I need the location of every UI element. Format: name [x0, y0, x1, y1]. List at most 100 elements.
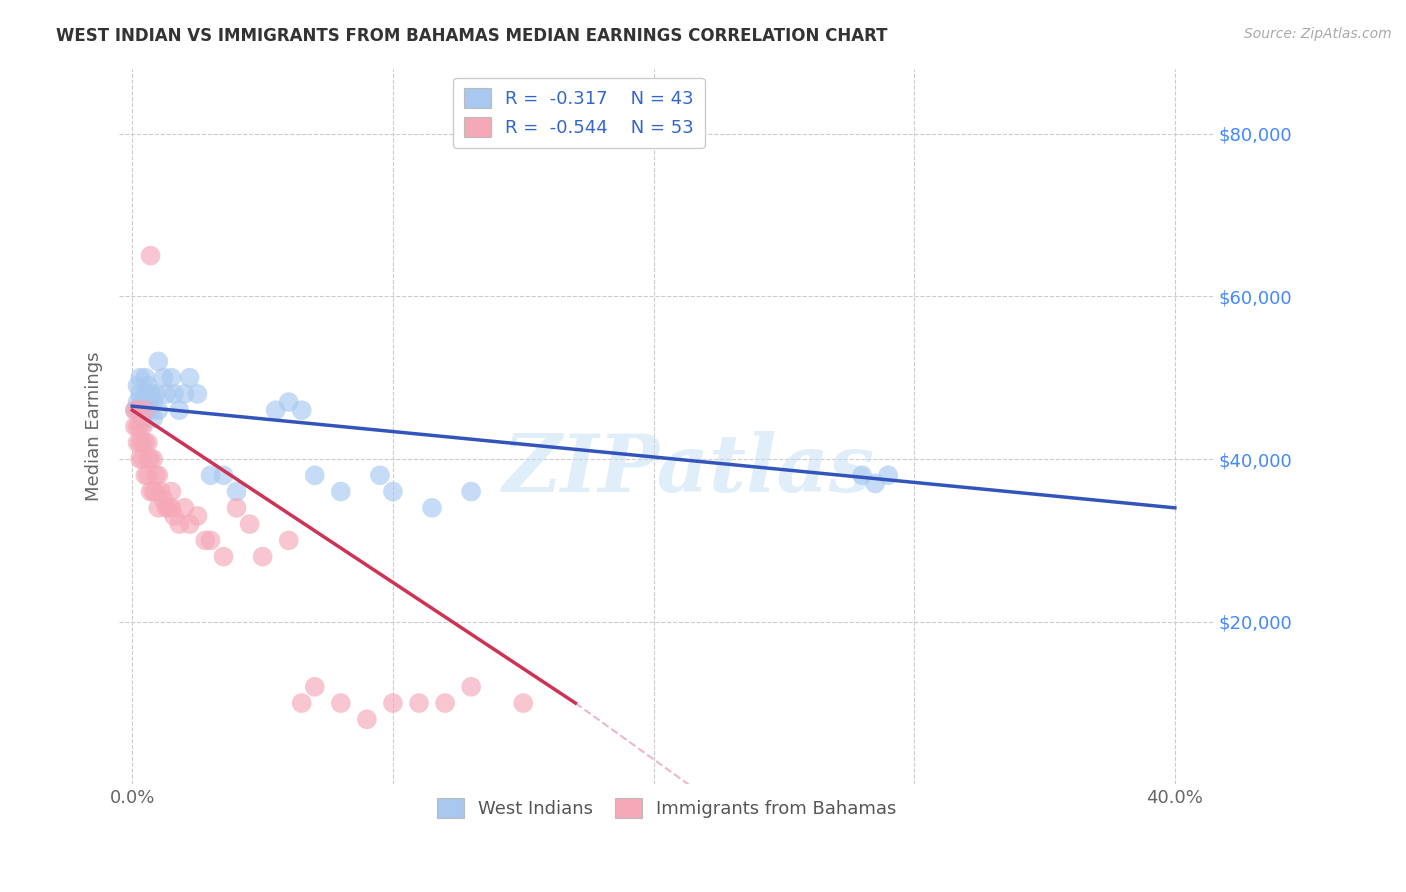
Point [132, 395, 155, 409]
Point [129, 387, 152, 401]
Text: ZIPatlas: ZIPatlas [502, 431, 875, 508]
Point [368, 468, 391, 483]
Point [212, 468, 235, 483]
Point [129, 419, 152, 434]
Point [434, 696, 457, 710]
Point [173, 387, 195, 401]
Point [512, 696, 534, 710]
Point [186, 508, 208, 523]
Point [155, 387, 177, 401]
Point [460, 680, 482, 694]
Point [134, 403, 156, 417]
Point [136, 395, 159, 409]
Point [127, 379, 149, 393]
Point [136, 468, 159, 483]
Point [132, 452, 155, 467]
Point [277, 533, 299, 548]
Point [179, 370, 201, 384]
Point [127, 403, 149, 417]
Point [194, 533, 217, 548]
Point [291, 696, 314, 710]
Point [129, 370, 152, 384]
Point [152, 370, 174, 384]
Point [124, 403, 146, 417]
Point [155, 500, 177, 515]
Point [160, 484, 183, 499]
Point [304, 468, 326, 483]
Point [129, 403, 152, 417]
Point [134, 468, 156, 483]
Point [139, 484, 162, 499]
Point [160, 500, 183, 515]
Point [200, 468, 222, 483]
Point [329, 484, 352, 499]
Point [212, 549, 235, 564]
Point [163, 508, 186, 523]
Point [179, 517, 201, 532]
Point [163, 387, 186, 401]
Point [129, 452, 152, 467]
Point [134, 435, 156, 450]
Point [139, 403, 162, 417]
Point [157, 500, 180, 515]
Point [291, 403, 314, 417]
Point [142, 452, 165, 467]
Point [132, 435, 155, 450]
Point [129, 435, 152, 450]
Point [225, 500, 247, 515]
Point [277, 395, 299, 409]
Text: WEST INDIAN VS IMMIGRANTS FROM BAHAMAS MEDIAN EARNINGS CORRELATION CHART: WEST INDIAN VS IMMIGRANTS FROM BAHAMAS M… [56, 27, 887, 45]
Point [124, 419, 146, 434]
Point [252, 549, 274, 564]
Point [145, 468, 167, 483]
Point [134, 387, 156, 401]
Point [148, 500, 170, 515]
Point [160, 370, 183, 384]
Point [173, 500, 195, 515]
Point [142, 395, 165, 409]
Point [148, 354, 170, 368]
Point [145, 387, 167, 401]
Point [142, 411, 165, 425]
Point [225, 484, 247, 499]
Point [186, 387, 208, 401]
Point [127, 419, 149, 434]
Point [239, 517, 262, 532]
Text: Source: ZipAtlas.com: Source: ZipAtlas.com [1244, 27, 1392, 41]
Point [264, 403, 287, 417]
Point [152, 492, 174, 507]
Point [136, 452, 159, 467]
Point [127, 395, 149, 409]
Y-axis label: Median Earnings: Median Earnings [86, 351, 103, 501]
Point [381, 484, 404, 499]
Point [420, 500, 443, 515]
Point [134, 370, 156, 384]
Point [329, 696, 352, 710]
Point [136, 435, 159, 450]
Point [127, 435, 149, 450]
Point [877, 468, 900, 483]
Point [132, 419, 155, 434]
Point [139, 387, 162, 401]
Point [145, 484, 167, 499]
Point [148, 403, 170, 417]
Point [142, 484, 165, 499]
Point [460, 484, 482, 499]
Point [356, 712, 378, 726]
Point [134, 403, 156, 417]
Point [136, 379, 159, 393]
Point [167, 517, 190, 532]
Point [124, 403, 146, 417]
Point [381, 696, 404, 710]
Point [149, 484, 172, 499]
Point [304, 680, 326, 694]
Point [167, 403, 190, 417]
Point [863, 476, 886, 491]
Point [132, 411, 155, 425]
Legend: West Indians, Immigrants from Bahamas: West Indians, Immigrants from Bahamas [429, 791, 904, 825]
Point [408, 696, 430, 710]
Point [851, 468, 873, 483]
Point [139, 452, 162, 467]
Point [148, 468, 170, 483]
Point [200, 533, 222, 548]
